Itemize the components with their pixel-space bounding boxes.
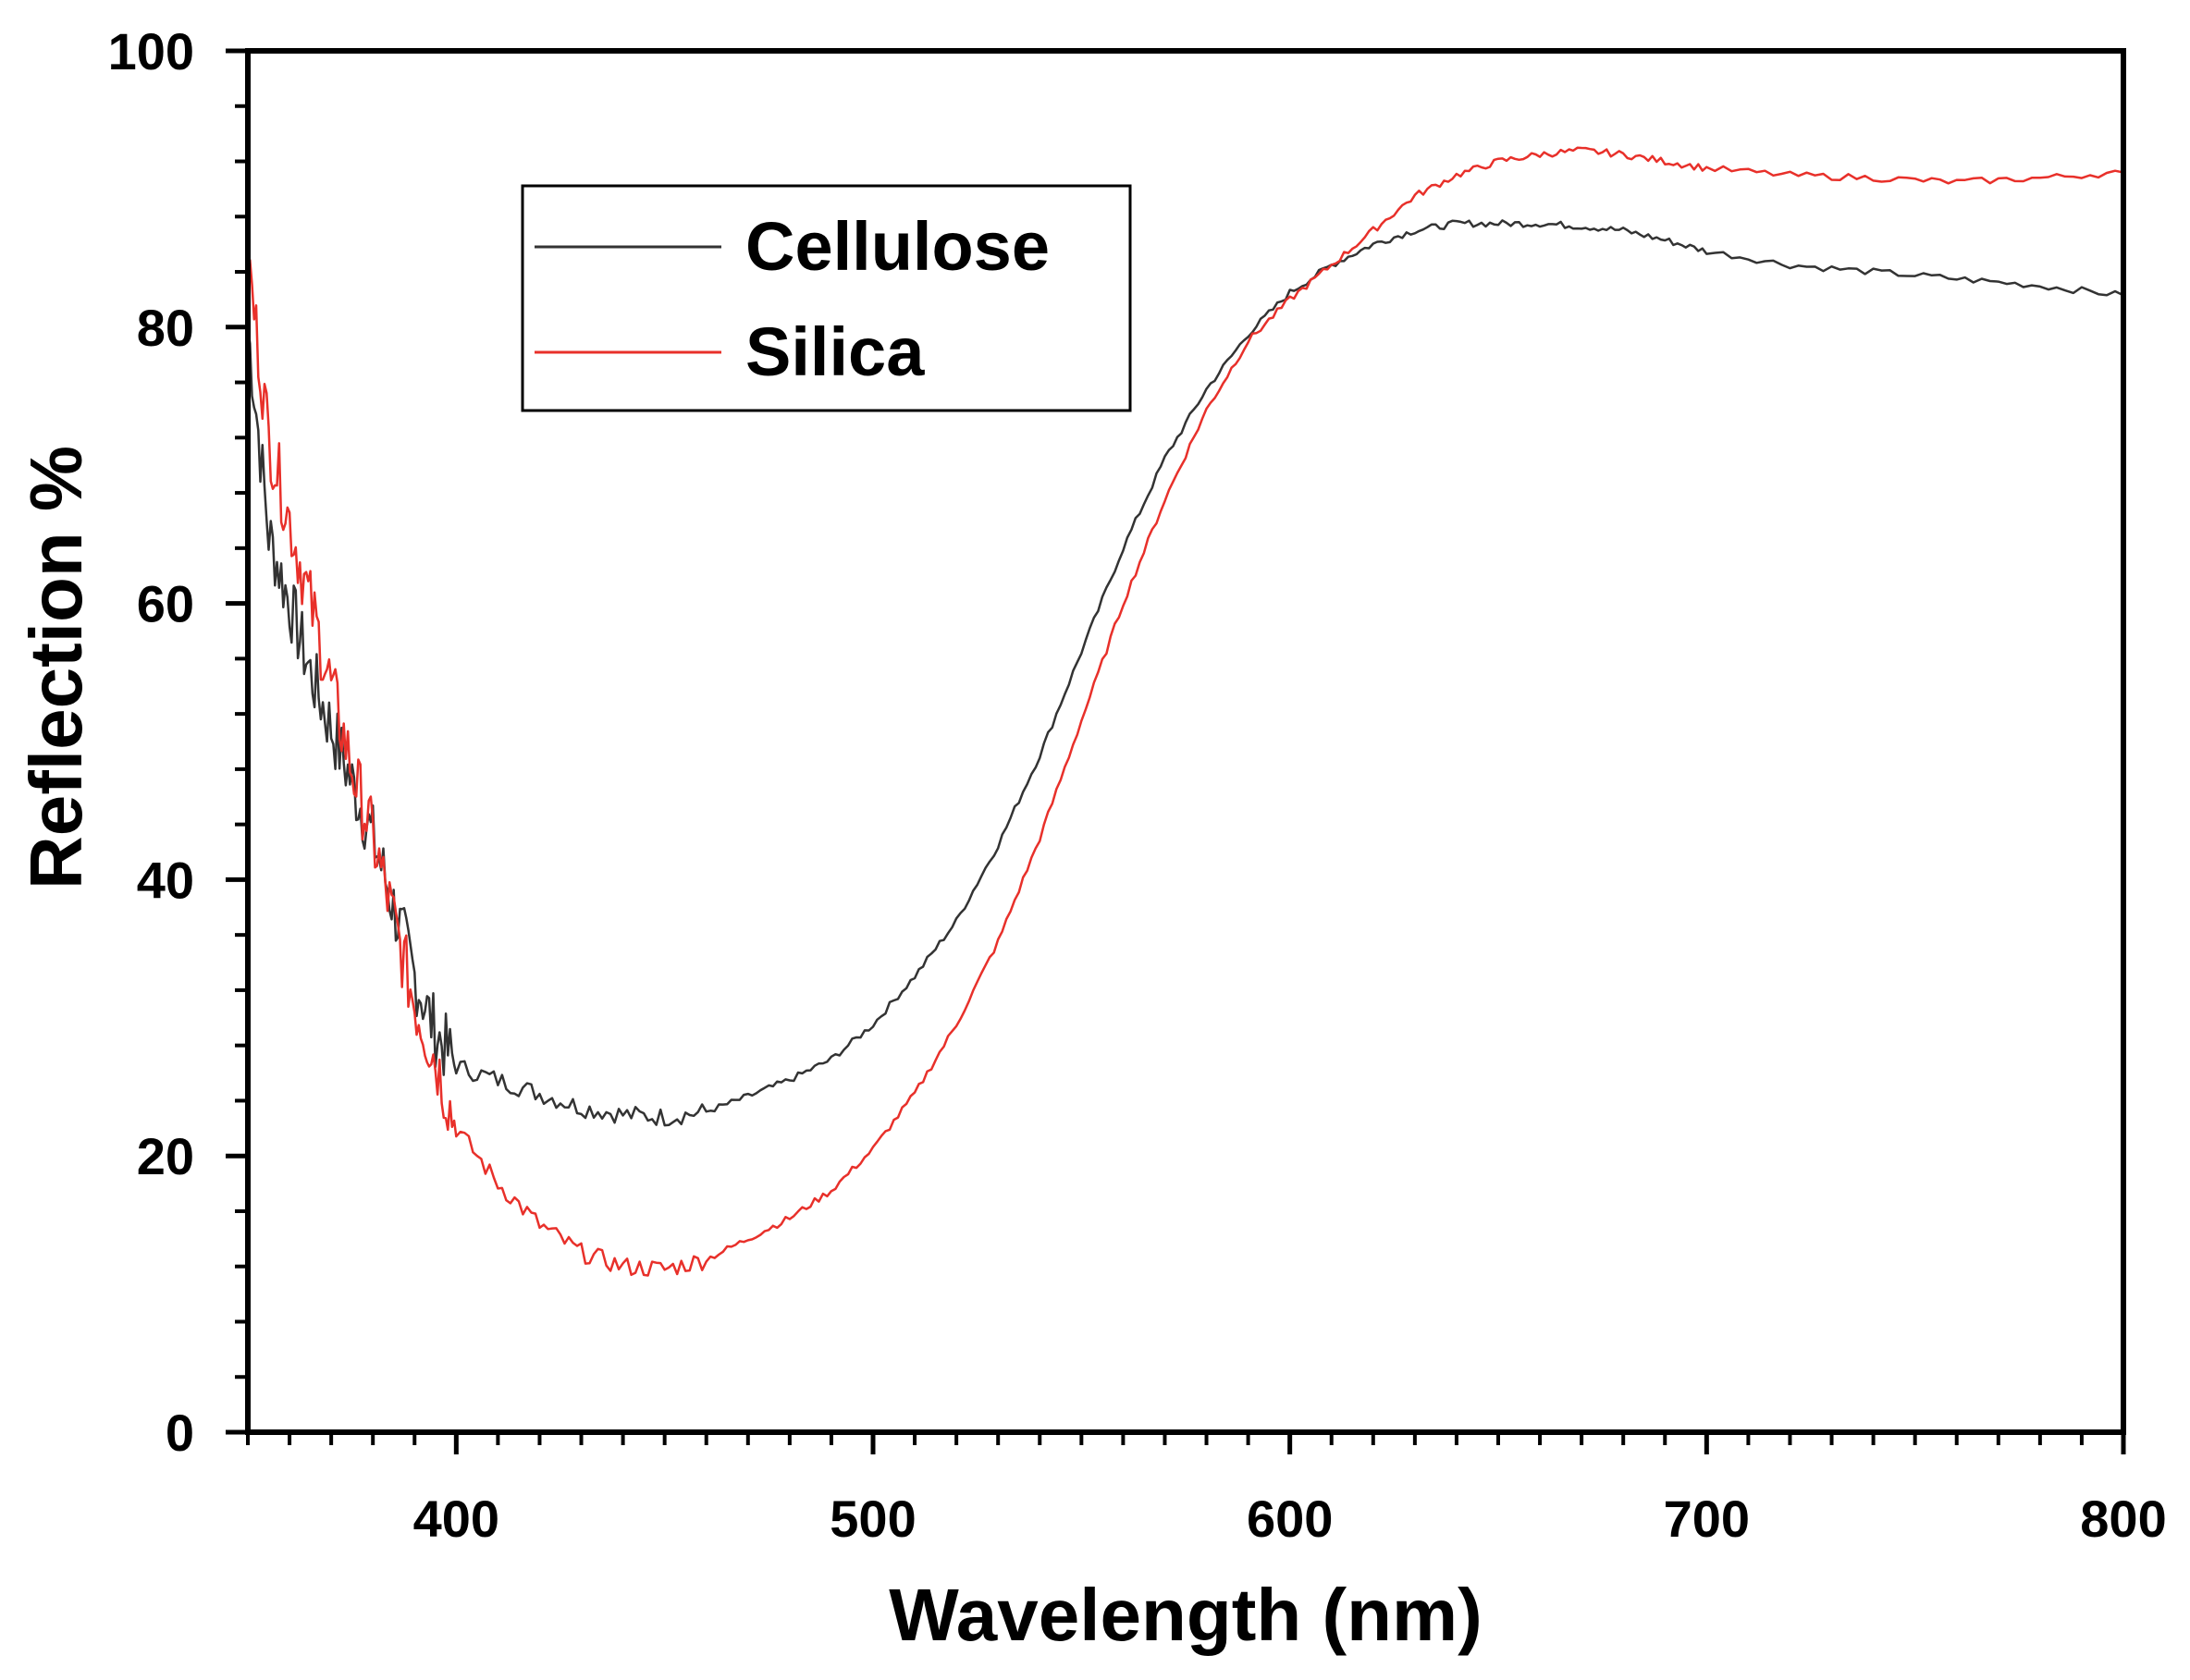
series-line-cellulose [246, 219, 2124, 1127]
legend-label-silica: Silica [745, 313, 925, 390]
legend-label-cellulose: Cellulose [745, 208, 1050, 285]
y-tick-label: 60 [137, 575, 194, 633]
legend: Cellulose Silica [521, 184, 1132, 412]
series-line-silica [246, 146, 2124, 1277]
x-tick-labels: 400 500 600 700 800 [413, 1490, 2167, 1548]
axis-ticks [226, 48, 2126, 1454]
y-tick-label: 20 [137, 1127, 194, 1185]
x-axis-title: Wavelength (nm) [889, 1574, 1482, 1656]
x-tick-label: 700 [1664, 1490, 1750, 1548]
plot-lines [246, 146, 2124, 1277]
plot-frame [245, 48, 2126, 1435]
x-tick-label: 400 [413, 1490, 499, 1548]
y-tick-labels: 0 20 40 60 80 100 [108, 22, 194, 1462]
x-tick-label: 600 [1247, 1490, 1333, 1548]
y-tick-label: 100 [108, 22, 194, 80]
x-tick-label: 800 [2080, 1490, 2166, 1548]
y-tick-label: 80 [137, 299, 194, 357]
legend-box [521, 184, 1132, 412]
x-tick-label: 500 [830, 1490, 916, 1548]
y-tick-label: 0 [166, 1404, 194, 1462]
y-axis-title: Reflection % [15, 446, 97, 889]
y-tick-label: 40 [137, 851, 194, 909]
